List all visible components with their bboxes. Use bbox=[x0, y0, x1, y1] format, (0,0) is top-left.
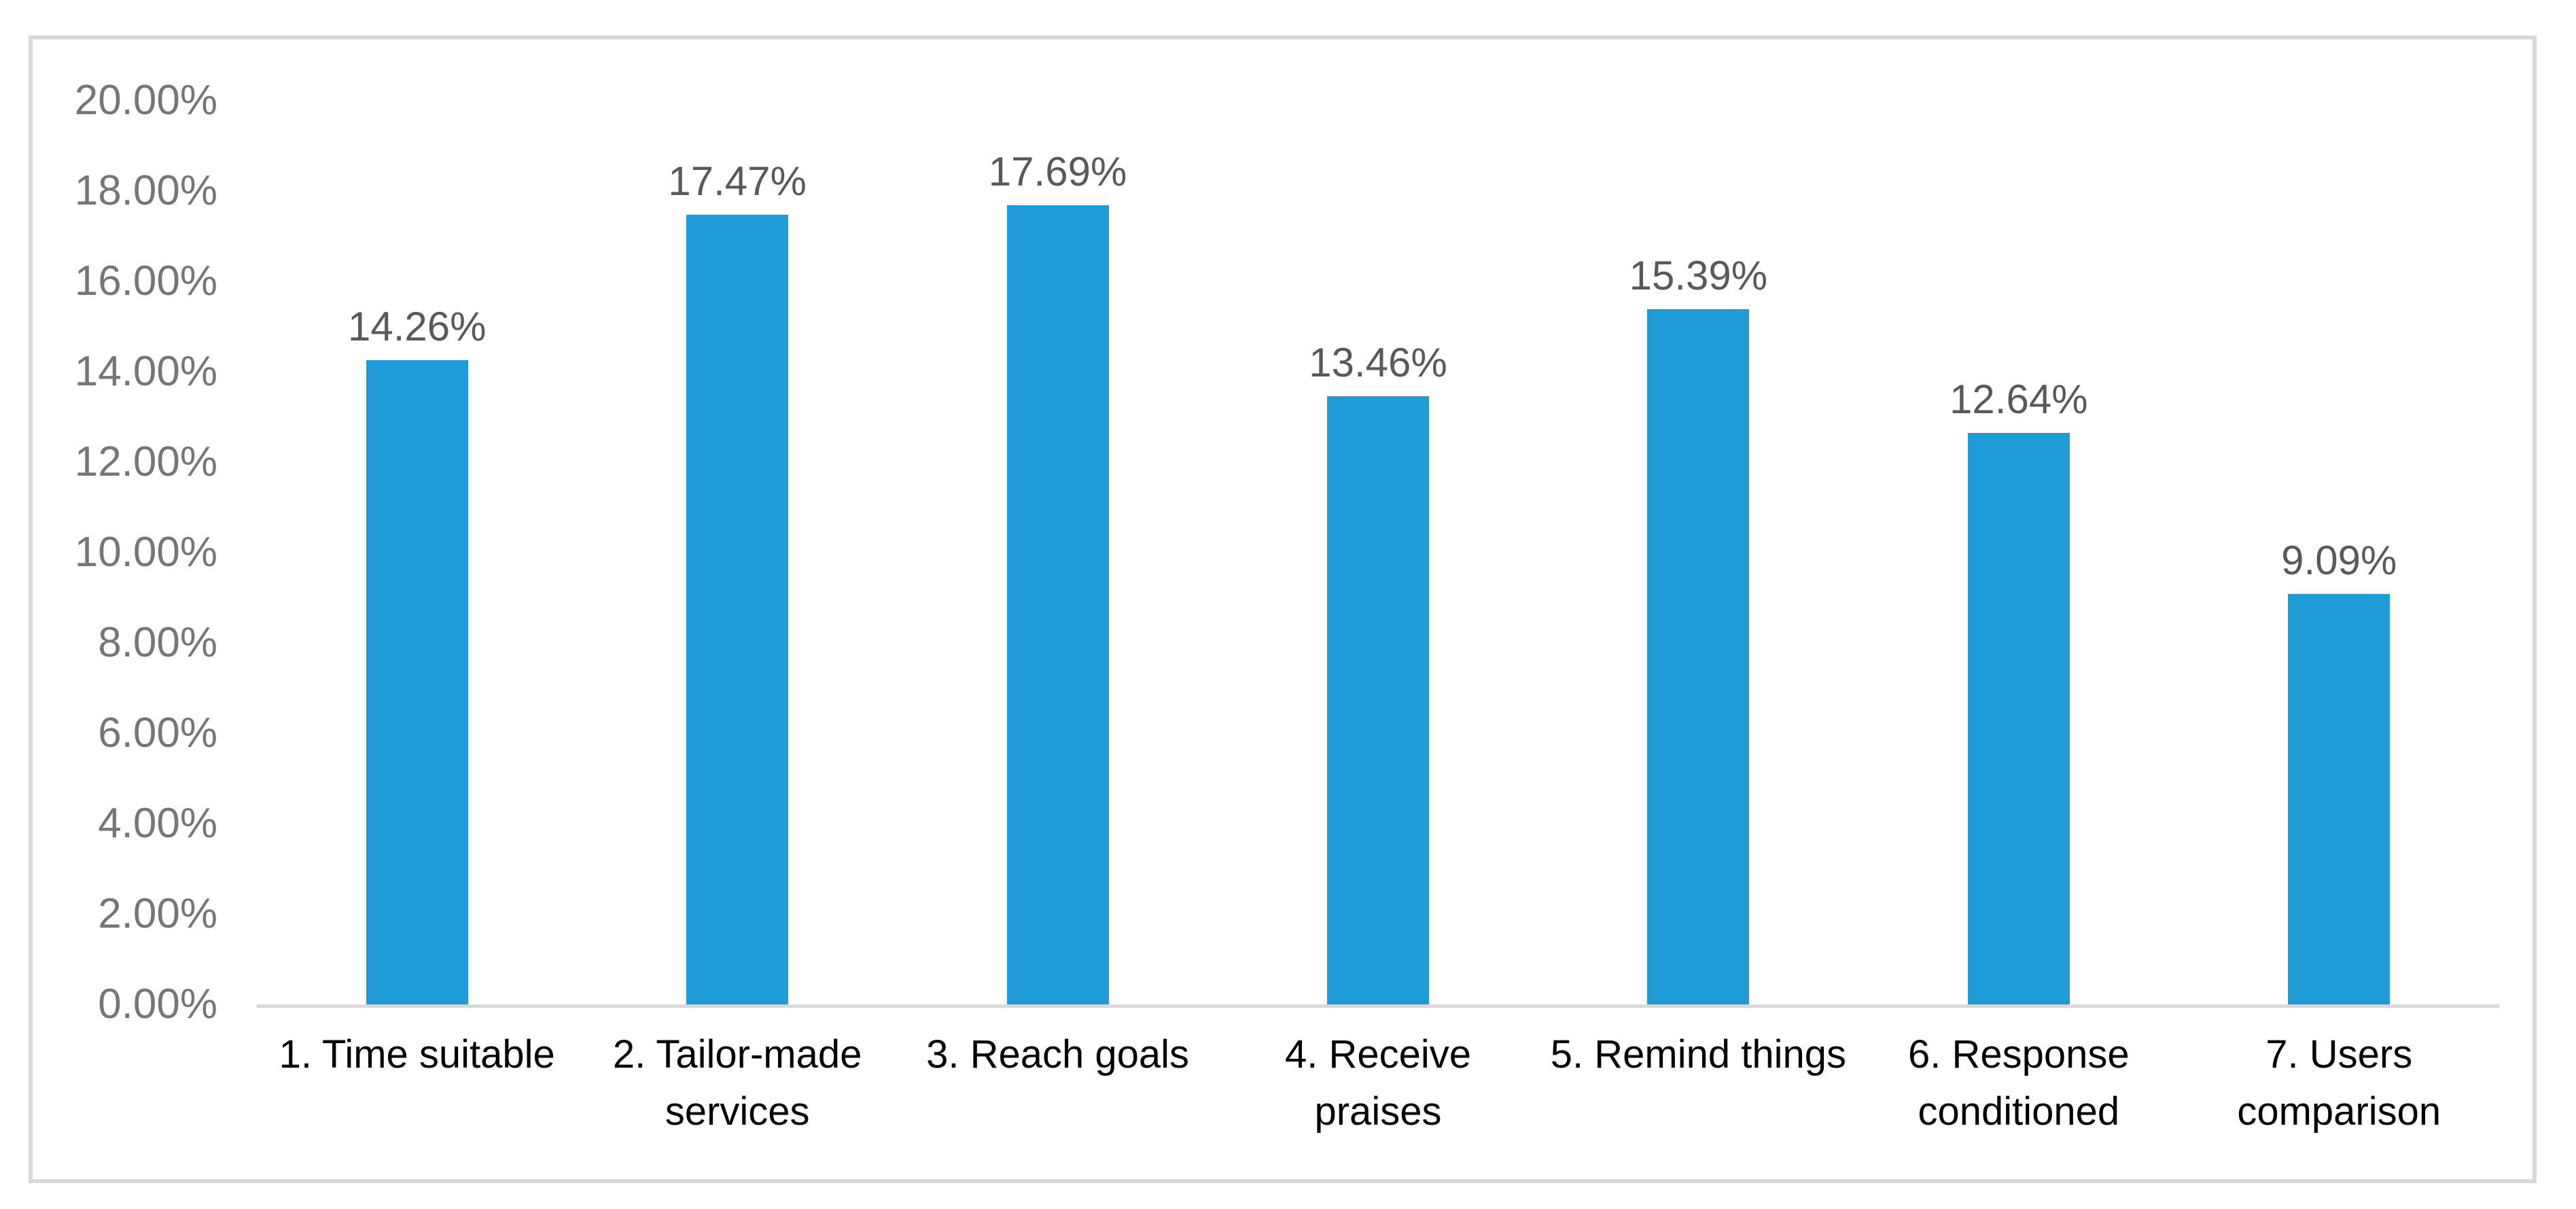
bar-slot: 9.09% bbox=[2179, 101, 2499, 1004]
bar bbox=[686, 215, 789, 1004]
y-tick-label: 4.00% bbox=[98, 800, 217, 847]
y-tick-label: 14.00% bbox=[74, 348, 217, 395]
y-tick-label: 16.00% bbox=[74, 258, 217, 304]
bar bbox=[2288, 593, 2390, 1004]
value-label: 12.64% bbox=[1949, 376, 2088, 423]
chart-container: 20.00% 18.00% 16.00% 14.00% 12.00% 10.00% 8.00… bbox=[29, 35, 2537, 1183]
category-label: 1. Time suitable bbox=[279, 1032, 555, 1076]
value-label: 15.39% bbox=[1629, 252, 1768, 298]
y-tick-label: 8.00% bbox=[98, 619, 217, 666]
bar bbox=[1647, 309, 1750, 1004]
category-label: 3. Reach goals bbox=[926, 1032, 1190, 1076]
x-axis-labels: 1. Time suitable 2. Tailor-made services 3… bbox=[257, 1026, 2499, 1140]
plot-area: 14.26% 17.47% 17.69% 13.46% 15.39% 12.64% 9.09… bbox=[257, 101, 2499, 1004]
bar bbox=[1006, 205, 1109, 1004]
y-tick-label: 2.00% bbox=[98, 890, 217, 937]
category-label: 4. Receive praises bbox=[1284, 1032, 1471, 1134]
chart-inner: 20.00% 18.00% 16.00% 14.00% 12.00% 10.00% 8.00… bbox=[33, 39, 2533, 1179]
y-tick-label: 20.00% bbox=[74, 77, 217, 124]
bar-slot: 15.39% bbox=[1538, 101, 1858, 1004]
category-label: 2. Tailor-made services bbox=[612, 1032, 862, 1134]
bar-slot: 17.47% bbox=[577, 101, 897, 1004]
value-label: 9.09% bbox=[2281, 537, 2397, 583]
bar-slot: 12.64% bbox=[1858, 101, 2178, 1004]
category-label: 6. Response conditioned bbox=[1907, 1032, 2130, 1134]
bar-slot: 14.26% bbox=[257, 101, 577, 1004]
category-label: 5. Remind things bbox=[1550, 1032, 1847, 1076]
bar-slot: 17.69% bbox=[898, 101, 1218, 1004]
x-axis-line bbox=[257, 1004, 2499, 1008]
bar bbox=[1326, 396, 1429, 1004]
bar-slot: 13.46% bbox=[1218, 101, 1538, 1004]
value-label: 14.26% bbox=[347, 303, 487, 349]
y-tick-label: 6.00% bbox=[98, 709, 217, 756]
category-label: 7. Users comparison bbox=[2237, 1032, 2441, 1134]
bar bbox=[1967, 433, 2070, 1004]
value-label: 13.46% bbox=[1309, 339, 1447, 385]
bar bbox=[366, 360, 468, 1004]
y-tick-label: 0.00% bbox=[98, 981, 217, 1028]
value-label: 17.47% bbox=[668, 158, 807, 205]
value-label: 17.69% bbox=[988, 148, 1127, 194]
y-tick-label: 12.00% bbox=[74, 438, 217, 485]
y-tick-label: 18.00% bbox=[74, 167, 217, 214]
y-tick-label: 10.00% bbox=[74, 529, 217, 576]
